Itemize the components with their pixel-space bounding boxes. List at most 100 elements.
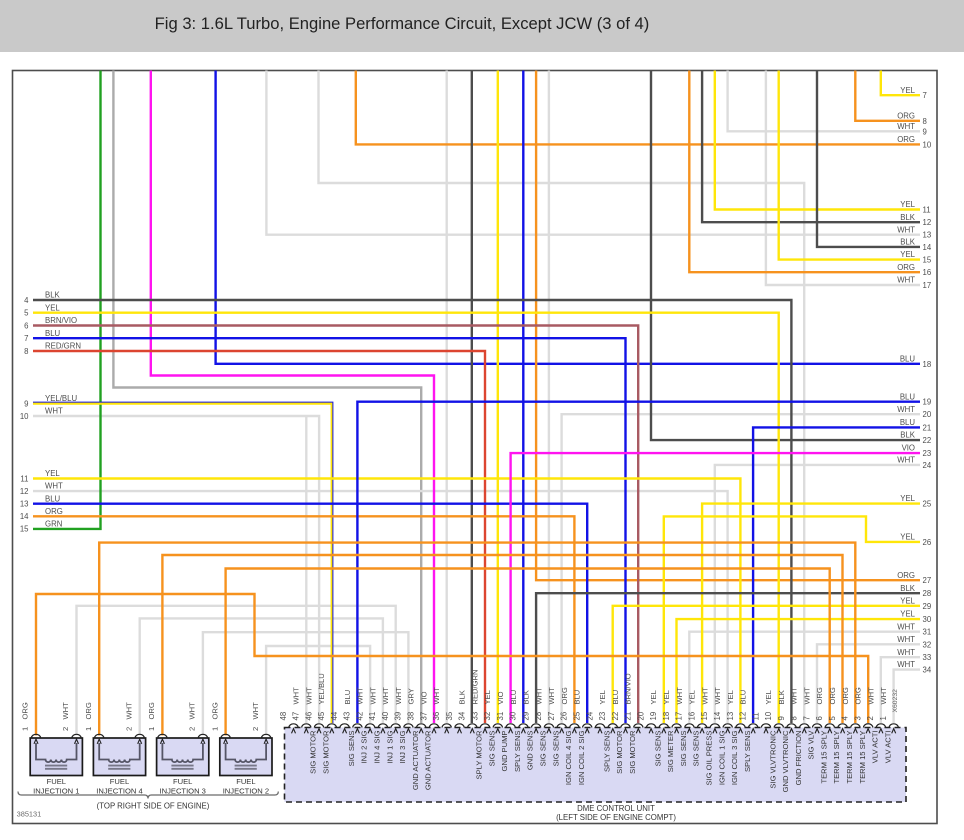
svg-text:INJECTION 4: INJECTION 4 [96, 786, 142, 795]
svg-text:12: 12 [923, 218, 932, 227]
svg-text:BLU: BLU [573, 690, 582, 705]
svg-text:27: 27 [547, 712, 556, 721]
svg-text:32: 32 [923, 640, 932, 649]
svg-text:SIG VLV: SIG VLV [807, 730, 816, 760]
svg-text:3: 3 [853, 716, 862, 720]
svg-text:GND SENS: GND SENS [526, 731, 535, 771]
svg-text:BLK: BLK [900, 584, 916, 593]
svg-text:YEL: YEL [598, 690, 607, 704]
svg-text:9: 9 [777, 716, 786, 720]
svg-text:BLK: BLK [45, 291, 61, 300]
svg-text:17: 17 [675, 712, 684, 721]
svg-text:37: 37 [419, 712, 428, 721]
svg-text:WHT: WHT [251, 702, 260, 720]
svg-text:22: 22 [611, 712, 620, 721]
svg-text:WHT: WHT [304, 687, 313, 705]
svg-text:BRN/VIO: BRN/VIO [45, 316, 77, 325]
svg-text:WHT: WHT [368, 687, 377, 705]
svg-text:29: 29 [923, 602, 932, 611]
svg-text:GND VLVTRONIC: GND VLVTRONIC [781, 730, 790, 792]
svg-text:ORG: ORG [828, 687, 837, 704]
svg-text:SIG SENS: SIG SENS [551, 731, 560, 767]
svg-text:IGN COIL 1 SIG: IGN COIL 1 SIG [717, 730, 726, 785]
svg-text:IGN COIL 3 SIG: IGN COIL 3 SIG [730, 730, 739, 785]
svg-text:44: 44 [330, 711, 339, 720]
svg-text:21: 21 [624, 712, 633, 721]
svg-text:42: 42 [355, 712, 364, 721]
svg-text:X60232: X60232 [892, 689, 899, 713]
svg-text:30: 30 [509, 711, 518, 720]
svg-text:WHT: WHT [547, 687, 556, 705]
svg-text:INJ 3 SIG: INJ 3 SIG [398, 730, 407, 763]
svg-text:ORG: ORG [854, 687, 863, 704]
svg-text:YEL: YEL [688, 690, 697, 704]
svg-text:12: 12 [20, 487, 29, 496]
svg-text:WHT: WHT [897, 225, 915, 234]
svg-text:ORG: ORG [897, 571, 915, 580]
svg-text:2: 2 [188, 727, 197, 731]
svg-text:INJECTION 2: INJECTION 2 [223, 786, 269, 795]
svg-text:SIG MOTOR: SIG MOTOR [309, 730, 318, 774]
svg-text:WHT: WHT [897, 660, 915, 669]
svg-text:SIG METER: SIG METER [666, 730, 675, 772]
svg-text:WHT: WHT [381, 687, 390, 705]
svg-text:34: 34 [458, 711, 467, 720]
svg-text:TERM 15 SPLY: TERM 15 SPLY [819, 731, 828, 784]
svg-text:10: 10 [20, 412, 29, 421]
svg-text:15: 15 [700, 711, 709, 720]
svg-text:48: 48 [279, 712, 288, 721]
svg-text:38: 38 [407, 712, 416, 721]
svg-text:ORG: ORG [815, 687, 824, 704]
svg-text:SPLY SENS: SPLY SENS [513, 731, 522, 773]
svg-text:WHT: WHT [45, 482, 63, 491]
svg-text:ORG: ORG [560, 687, 569, 704]
svg-text:GRN: GRN [45, 520, 62, 529]
svg-text:SPLY SENS: SPLY SENS [743, 731, 752, 773]
svg-text:IGN COIL 2 SIG: IGN COIL 2 SIG [577, 730, 586, 785]
svg-text:16: 16 [923, 268, 932, 277]
svg-text:28: 28 [534, 712, 543, 721]
svg-text:SIG SENS: SIG SENS [539, 731, 548, 767]
svg-text:SIG OIL PRESS: SIG OIL PRESS [705, 731, 714, 786]
svg-text:13: 13 [726, 712, 735, 721]
svg-text:1: 1 [147, 727, 156, 731]
svg-text:ORG: ORG [147, 702, 156, 719]
svg-text:BLU: BLU [343, 690, 352, 705]
svg-text:BLU: BLU [45, 329, 61, 338]
svg-text:11: 11 [923, 206, 931, 215]
svg-text:18: 18 [662, 712, 671, 721]
svg-text:YEL: YEL [483, 690, 492, 704]
svg-text:32: 32 [483, 712, 492, 721]
svg-text:WHT: WHT [790, 687, 799, 705]
svg-text:BLU: BLU [611, 690, 620, 705]
svg-text:WHT: WHT [534, 687, 543, 705]
svg-text:SIG MOTOR: SIG MOTOR [321, 730, 330, 774]
svg-text:(TOP RIGHT SIDE OF ENGINE): (TOP RIGHT SIDE OF ENGINE) [97, 802, 210, 811]
svg-text:41: 41 [368, 712, 377, 721]
svg-text:TERM 15 SPLY: TERM 15 SPLY [845, 731, 854, 784]
svg-text:INJ 4 SIG: INJ 4 SIG [373, 730, 382, 763]
svg-text:YEL: YEL [726, 690, 735, 704]
svg-text:11: 11 [751, 712, 760, 720]
svg-text:35: 35 [445, 711, 454, 720]
svg-text:47: 47 [292, 712, 301, 721]
svg-text:4: 4 [24, 296, 29, 305]
svg-text:7: 7 [802, 716, 811, 720]
svg-text:8: 8 [24, 347, 28, 356]
svg-text:2: 2 [251, 727, 260, 731]
svg-text:BLU: BLU [739, 690, 748, 705]
svg-text:GND PUMP: GND PUMP [500, 731, 509, 772]
svg-text:36: 36 [432, 712, 441, 721]
svg-text:14: 14 [713, 711, 722, 720]
svg-text:8: 8 [790, 716, 799, 720]
svg-text:SIG MOTOR: SIG MOTOR [615, 730, 624, 774]
svg-text:15: 15 [20, 525, 29, 534]
svg-text:BLK: BLK [900, 431, 916, 440]
svg-text:WHT: WHT [394, 687, 403, 705]
svg-text:INJ 1 SIG: INJ 1 SIG [385, 730, 394, 763]
svg-text:BLK: BLK [900, 213, 916, 222]
svg-text:WHT: WHT [879, 687, 888, 705]
svg-text:WHT: WHT [61, 702, 70, 720]
svg-text:23: 23 [923, 449, 932, 458]
svg-text:INJ 2 SIG: INJ 2 SIG [360, 730, 369, 763]
